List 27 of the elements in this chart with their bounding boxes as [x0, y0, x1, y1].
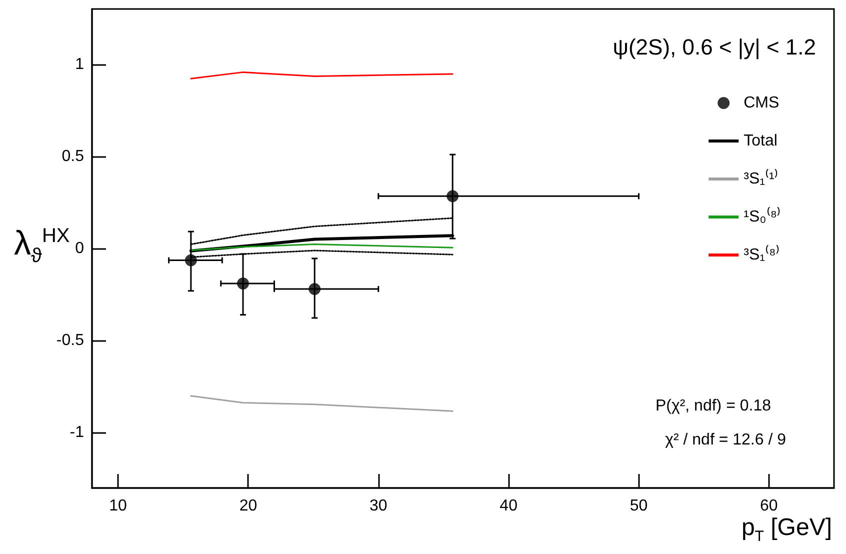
y-tick-label: 0 [75, 240, 84, 257]
legend-label: Total [744, 132, 778, 150]
point [184, 254, 197, 266]
y-tick-label: 1 [75, 56, 84, 73]
point [446, 190, 459, 202]
legend-label: ³S₁⁽¹⁾ [744, 168, 778, 188]
x-tick-label: 60 [760, 498, 778, 514]
x-tick-label: 20 [239, 498, 258, 514]
y-tick-label: -0.5 [56, 332, 84, 350]
point [237, 278, 250, 290]
x-tick-label: 50 [630, 498, 648, 514]
x-tick-label: 30 [369, 498, 388, 514]
y-tick-label: 0.5 [62, 148, 84, 165]
line-series [190, 244, 454, 252]
annotation: P(χ², ndf) = 0.18 [655, 398, 772, 414]
annotation: χ² / ndf = 12.6 / 9 [665, 432, 786, 448]
legend-label: ³S₁⁽⁸⁾ [744, 244, 780, 264]
line-series [190, 71, 454, 80]
legend-label: ¹S₀⁽⁸⁾ [744, 206, 781, 226]
point [308, 283, 321, 296]
legend-label: CMS [744, 94, 780, 112]
annotation: ψ(2S), 0.6 < |y| < 1.2 [612, 34, 816, 60]
x-axis-title: p$_{T}$ [GeV] [741, 514, 832, 545]
line-series [190, 395, 454, 412]
y-tick-label: -1 [70, 424, 84, 442]
x-tick-label: 10 [109, 498, 128, 514]
x-tick-label: 40 [500, 498, 518, 514]
